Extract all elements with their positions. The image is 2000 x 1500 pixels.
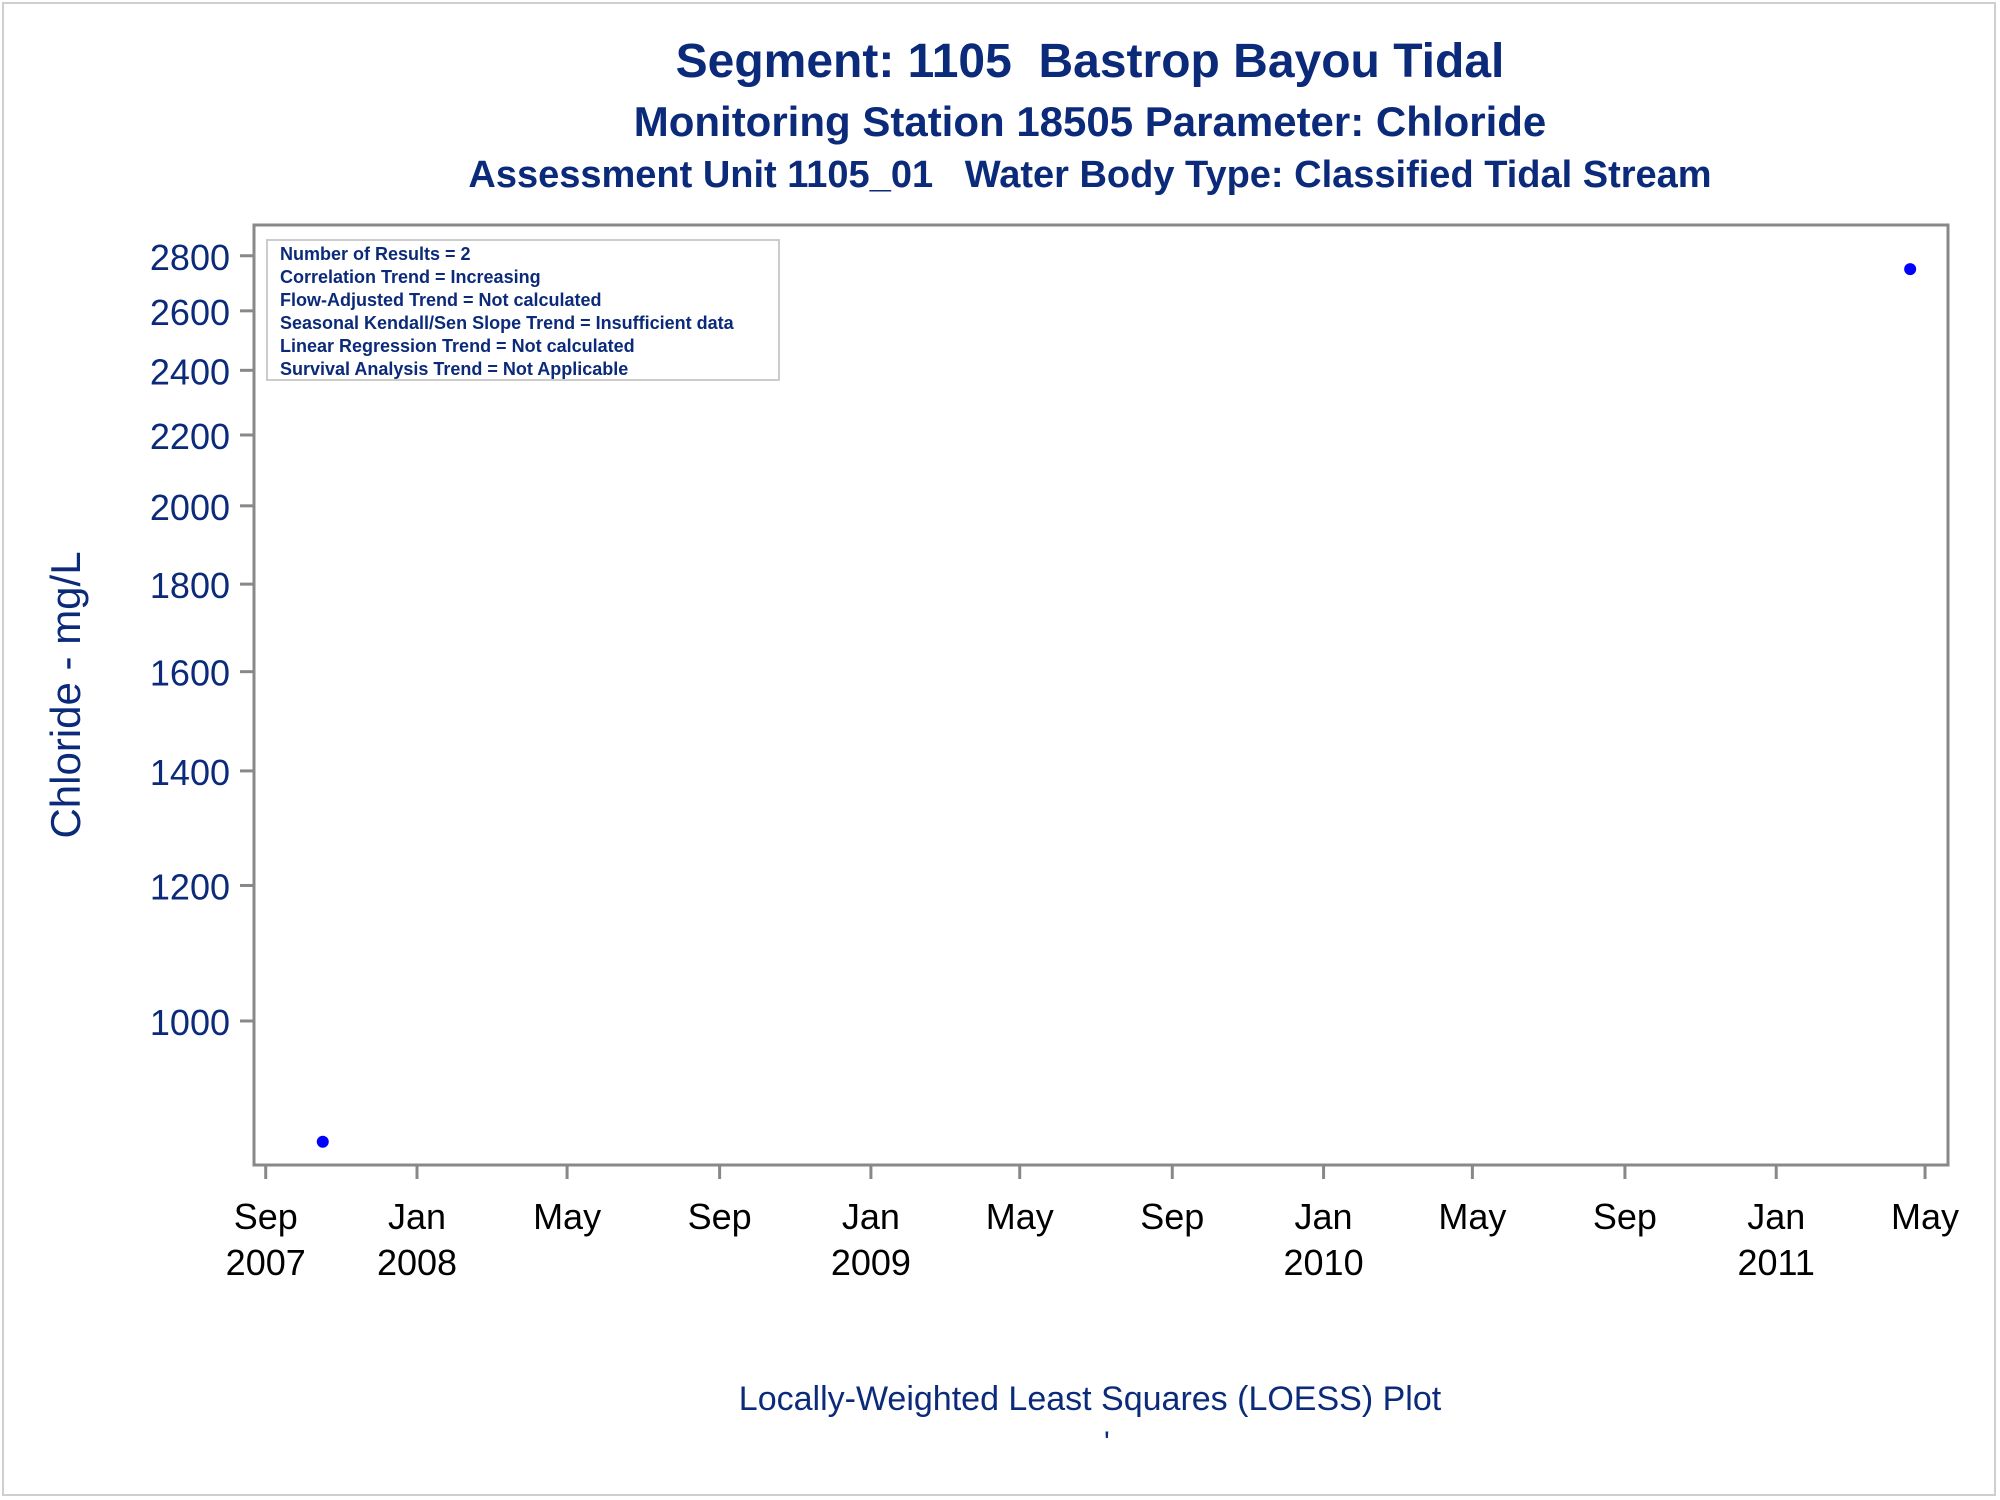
x-tick-label: Jan xyxy=(1747,1196,1805,1237)
plot-area xyxy=(252,223,1950,1167)
chart-footer: Locally-Weighted Least Squares (LOESS) P… xyxy=(738,1380,1442,1418)
x-tick-year-label: 2009 xyxy=(831,1242,911,1283)
stats-box: Number of Results = 2 Correlation Trend =… xyxy=(266,239,780,381)
stats-line: Linear Regression Trend = Not calculated xyxy=(280,336,635,356)
stats-line: Number of Results = 2 xyxy=(280,244,471,264)
chart-subtitle-2: Assessment Unit 1105_01 Water Body Type:… xyxy=(468,154,1712,196)
y-tick-label: 1000 xyxy=(150,1002,230,1043)
stats-line: Flow-Adjusted Trend = Not calculated xyxy=(280,290,602,310)
x-tick-year-label: 2011 xyxy=(1738,1242,1815,1283)
x-tick-label: May xyxy=(986,1196,1054,1237)
stats-line: Correlation Trend = Increasing xyxy=(280,267,541,287)
x-tick-label: Sep xyxy=(688,1196,752,1237)
stats-line: Survival Analysis Trend = Not Applicable xyxy=(280,359,628,379)
x-tick-label: May xyxy=(1438,1196,1506,1237)
y-tick-label: 2800 xyxy=(150,237,230,278)
x-tick-year-label: 2008 xyxy=(377,1242,457,1283)
data-point xyxy=(316,1135,329,1148)
x-tick-label: Jan xyxy=(388,1196,446,1237)
chart-title: Segment: 1105 Bastrop Bayou Tidal xyxy=(675,35,1505,88)
x-tick-label: Sep xyxy=(234,1196,298,1237)
y-axis: 1000 1200 1400 1600 1800 2000 2200 2400 2600 2800 xyxy=(150,237,254,1043)
y-tick-label: 1800 xyxy=(150,565,230,606)
data-points xyxy=(316,263,1917,1148)
y-tick-label: 1600 xyxy=(150,653,230,694)
stats-line: Seasonal Kendall/Sen Slope Trend = Insuf… xyxy=(280,313,735,333)
y-tick-label: 2000 xyxy=(150,487,230,528)
y-tick-label: 1400 xyxy=(150,752,230,793)
x-tick-label: Sep xyxy=(1593,1196,1657,1237)
stats-box-border xyxy=(266,239,780,381)
x-tick-label: May xyxy=(1891,1196,1959,1237)
x-tick-label: Jan xyxy=(842,1196,900,1237)
y-tick-label: 2600 xyxy=(150,292,230,333)
y-tick-label: 1200 xyxy=(150,866,230,907)
chart-subtitle: Monitoring Station 18505 Parameter: Chlo… xyxy=(633,98,1547,145)
y-tick-label: 2400 xyxy=(150,351,230,392)
x-axis: Sep 2007 Jan 2008 May Sep Jan 2009 May Sep Jan 2010… xyxy=(226,1165,1959,1283)
footer-mark: ' xyxy=(1104,1426,1110,1459)
x-tick-year-label: 2010 xyxy=(1284,1242,1364,1283)
x-tick-year-label: 2007 xyxy=(226,1242,306,1283)
data-point xyxy=(1904,263,1917,276)
x-tick-label: May xyxy=(533,1196,601,1237)
x-tick-label: Sep xyxy=(1140,1196,1204,1237)
x-tick-label: Jan xyxy=(1295,1196,1353,1237)
y-tick-label: 2200 xyxy=(150,416,230,457)
y-axis-label: Chloride - mg/L xyxy=(42,551,89,838)
